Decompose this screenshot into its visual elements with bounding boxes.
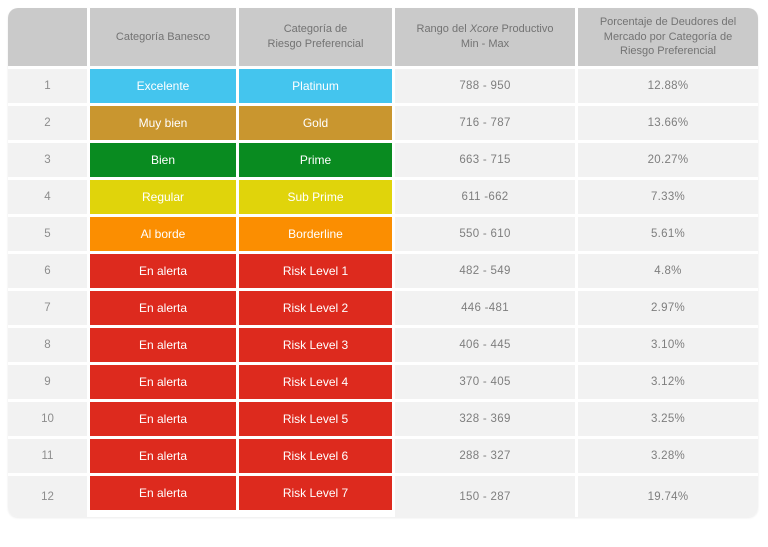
riesgo-category-cell: Risk Level 6 [239,439,392,473]
xcore-word: Xcore [469,23,499,36]
row-number: 12 [8,476,87,517]
market-percentage-cell: 13.66% [578,106,758,140]
banesco-category-cell: En alerta [90,439,236,473]
riesgo-category-cell: Borderline [239,217,392,251]
row-number: 9 [8,365,87,399]
header-categoria-riesgo-line1: Categoría de [283,23,348,36]
market-percentage-cell: 12.88% [578,69,758,103]
xcore-range-cell: 611 -662 [395,180,575,214]
riesgo-category-cell: Risk Level 5 [239,402,392,436]
row-number: 5 [8,217,87,251]
risk-category-table: Categoría Banesco Categoría de Riesgo Pr… [8,8,758,517]
riesgo-category-cell: Sub Prime [239,180,392,214]
xcore-range-cell: 446 -481 [395,291,575,325]
row-number: 11 [8,439,87,473]
market-percentage-cell: 3.12% [578,365,758,399]
header-rango-xcore-line1: Rango del Xcore Productivo [416,23,554,36]
header-porcentaje-deudores: Porcentaje de Deudores del Mercado por C… [578,8,758,66]
header-porcentaje-deudores-label: Porcentaje de Deudores del Mercado por C… [599,15,737,58]
header-categoria-riesgo-line2: Riesgo Preferencial [267,38,364,50]
header-categoria-banesco-label: Categoría Banesco [115,30,211,43]
banesco-category-cell: Excelente [90,69,236,103]
xcore-range-cell: 150 - 287 [395,476,575,517]
market-percentage-cell: 3.10% [578,328,758,362]
header-empty [8,8,87,66]
xcore-range-cell: 482 - 549 [395,254,575,288]
banesco-category-cell: Regular [90,180,236,214]
riesgo-category-cell: Risk Level 3 [239,328,392,362]
banesco-category-cell: Muy bien [90,106,236,140]
market-percentage-cell: 3.25% [578,402,758,436]
xcore-range-cell: 716 - 787 [395,106,575,140]
banesco-category-cell: En alerta [90,476,236,510]
market-percentage-cell: 20.27% [578,143,758,177]
xcore-range-cell: 550 - 610 [395,217,575,251]
banesco-category-cell: En alerta [90,291,236,325]
riesgo-category-cell: Platinum [239,69,392,103]
banesco-category-cell: En alerta [90,328,236,362]
riesgo-category-cell: Risk Level 7 [239,476,392,510]
banesco-category-cell: Bien [90,143,236,177]
row-number: 3 [8,143,87,177]
riesgo-category-cell: Prime [239,143,392,177]
row-number: 7 [8,291,87,325]
xcore-range-cell: 663 - 715 [395,143,575,177]
row-number: 10 [8,402,87,436]
xcore-range-cell: 328 - 369 [395,402,575,436]
xcore-range-cell: 406 - 445 [395,328,575,362]
row-number: 8 [8,328,87,362]
row-number: 6 [8,254,87,288]
banesco-category-cell: En alerta [90,254,236,288]
riesgo-category-cell: Risk Level 4 [239,365,392,399]
header-categoria-banesco: Categoría Banesco [90,8,236,66]
market-percentage-cell: 5.61% [578,217,758,251]
market-percentage-cell: 4.8% [578,254,758,288]
xcore-range-cell: 288 - 327 [395,439,575,473]
riesgo-category-cell: Gold [239,106,392,140]
banesco-category-cell: Al borde [90,217,236,251]
banesco-category-cell: En alerta [90,402,236,436]
row-number: 2 [8,106,87,140]
market-percentage-cell: 2.97% [578,291,758,325]
row-number: 4 [8,180,87,214]
market-percentage-cell: 7.33% [578,180,758,214]
header-rango-xcore-line2: Min - Max [460,38,510,50]
market-percentage-cell: 19.74% [578,476,758,517]
riesgo-category-cell: Risk Level 2 [239,291,392,325]
xcore-range-cell: 788 - 950 [395,69,575,103]
header-categoria-riesgo: Categoría de Riesgo Preferencial [239,8,392,66]
row-number: 1 [8,69,87,103]
banesco-category-cell: En alerta [90,365,236,399]
xcore-range-cell: 370 - 405 [395,365,575,399]
market-percentage-cell: 3.28% [578,439,758,473]
riesgo-category-cell: Risk Level 1 [239,254,392,288]
header-rango-xcore: Rango del Xcore Productivo Min - Max [395,8,575,66]
